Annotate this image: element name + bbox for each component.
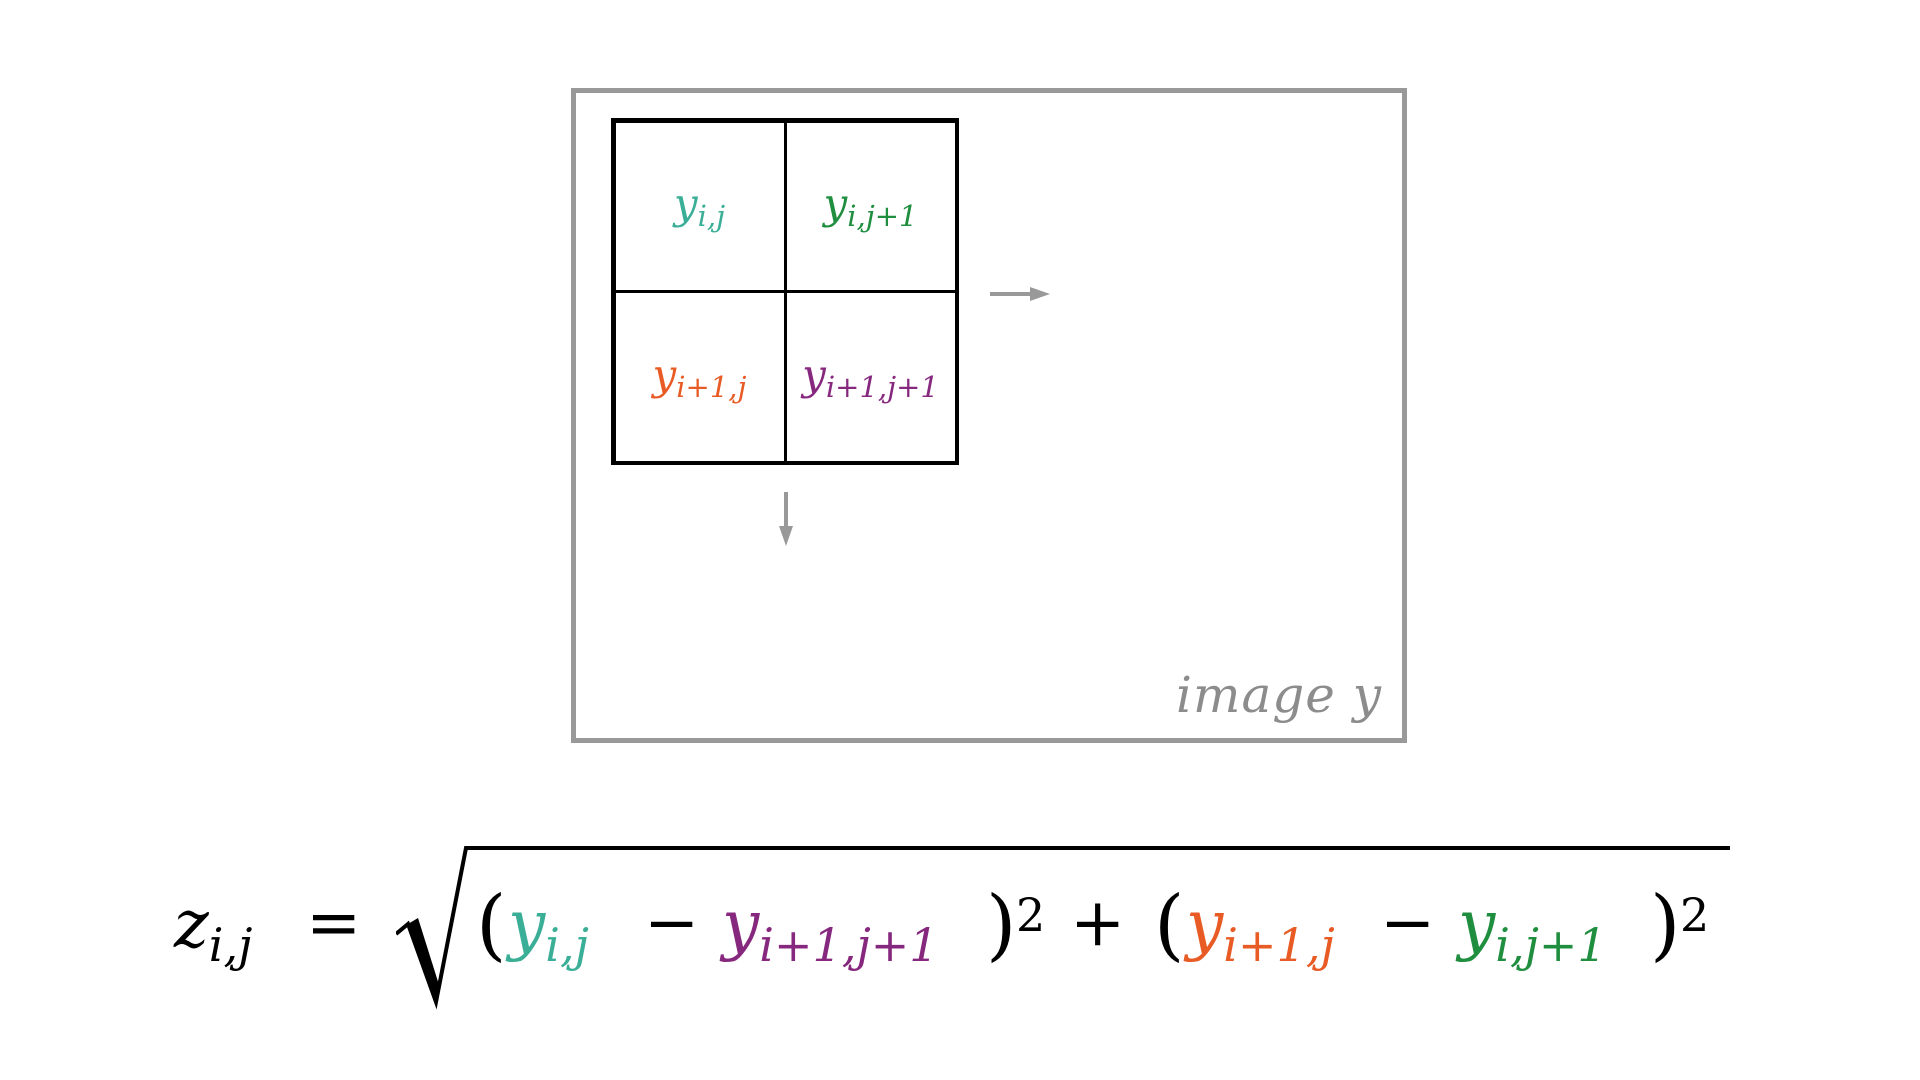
image-frame: image y [571,88,1407,743]
cell-label-yi1j1: yi+1,j+1 [802,349,939,404]
gradient-equation: zi,j = ( yi,j − yi+1,j+1 ) 2 + ( yi+1,j … [170,838,1730,1018]
eq-term-yi1j: yi+1,j [1186,886,1335,972]
pixel-grid: yi,j yi,j+1 yi+1,j yi+1,j+1 [611,118,959,465]
eq-open-paren-1: ( [476,880,507,970]
cell-bottom-left: yi+1,j [612,290,787,464]
cell-bottom-right: yi+1,j+1 [783,290,958,464]
cell-top-right: yi,j+1 [783,119,958,293]
down-arrow-icon [779,492,793,546]
eq-close-paren-2: ) [1650,880,1681,970]
eq-term-yij1: yi,j+1 [1458,886,1607,972]
eq-minus-2: − [1380,884,1436,961]
eq-lhs: zi,j [174,886,253,972]
eq-close-paren-1: ) [986,880,1017,970]
right-arrow-icon [990,287,1050,301]
eq-term-yi1j1: yi+1,j+1 [722,886,939,972]
eq-minus-1: − [644,884,700,961]
cell-label-yi1j: yi+1,j [652,349,747,404]
eq-open-paren-2: ( [1154,880,1185,970]
cell-label-yij1: yi,j+1 [823,179,918,234]
eq-exp-2: 2 [1680,888,1710,942]
eq-equals: = [306,884,362,961]
eq-exp-1: 2 [1016,888,1046,942]
cell-top-left: yi,j [612,119,787,293]
eq-plus: + [1070,884,1126,961]
cell-label-yij: yi,j [673,179,726,234]
image-label: image y [1176,666,1382,724]
eq-term-yij: yi,j [508,886,589,972]
sqrt-icon [396,846,1730,1010]
